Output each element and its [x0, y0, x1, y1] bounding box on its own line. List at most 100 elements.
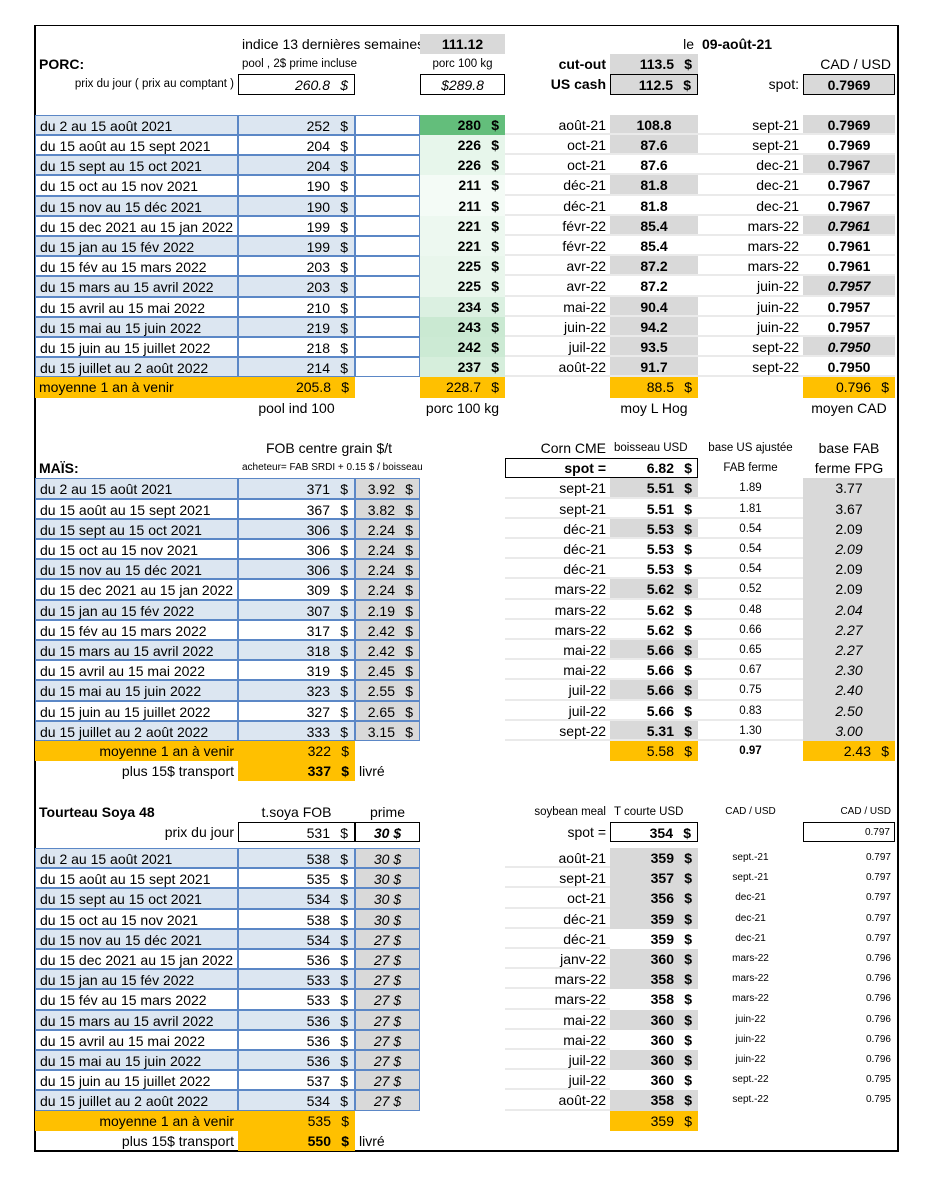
period-label: du 15 dec 2021 au 15 jan 2022: [35, 949, 238, 970]
cell-value: 226: [457, 157, 481, 174]
tcourte-label: T courte USD: [614, 805, 684, 818]
period-label: du 15 jan au 15 fév 2022: [35, 236, 238, 257]
currency-symbol: $: [491, 339, 499, 355]
currency-symbol: $: [340, 891, 348, 908]
lhog-month: févr-22: [505, 236, 610, 257]
cell-value: 6.82: [646, 460, 674, 477]
base-us-label: base US ajustée: [708, 442, 793, 454]
cell-value: 5.53: [646, 541, 674, 557]
lhog-value: 94.2: [610, 316, 698, 337]
soya-fob-value: 536 $: [238, 1029, 355, 1050]
cme-value: 5.66 $: [610, 640, 698, 661]
cell-value: 536: [306, 952, 330, 968]
cell-value: 354: [649, 824, 673, 841]
currency-symbol: $: [405, 582, 413, 599]
cell-value: 2.45: [367, 663, 395, 680]
cad-month: sept-21: [698, 135, 803, 156]
cad-value: 0.7961: [803, 236, 895, 257]
cell-value: 337: [307, 763, 331, 780]
prime-label: prime: [369, 803, 405, 820]
cad-month: juin-22: [698, 276, 803, 297]
corn-cme-label: Corn CME: [540, 440, 606, 456]
cell-value: 225: [457, 258, 481, 275]
prix-fob-value: 531 $: [238, 821, 355, 842]
cad-value: 0.797: [865, 892, 891, 904]
currency-symbol: $: [340, 1053, 348, 1069]
period-label: du 15 dec 2021 au 15 jan 2022: [35, 215, 238, 236]
currency-symbol: $: [684, 971, 692, 988]
cme-value: 5.31 $: [610, 720, 698, 741]
meal-month: janv-22: [505, 949, 610, 970]
currency-symbol: $: [684, 480, 692, 497]
period-label: du 15 mars au 15 avril 2022: [35, 276, 238, 297]
empty-cell: [355, 256, 420, 277]
lhog-value: 90.4: [610, 296, 698, 317]
soya-fob-value: 534 $: [238, 1090, 355, 1111]
cme-value: 5.53 $: [610, 539, 698, 560]
empty-cell: [355, 175, 420, 196]
cad-month: dec-21: [735, 892, 766, 904]
cell-value: 2.42: [367, 643, 395, 659]
cad-value: 0.7967: [803, 196, 895, 216]
currency-symbol: $: [684, 682, 692, 699]
porc100-value: 226 $: [420, 135, 505, 156]
empty-cell: [355, 296, 420, 317]
cell-value: 3.92: [367, 481, 395, 498]
empty-cell: [355, 195, 420, 216]
cell-value: 5.62: [646, 621, 674, 638]
period-label: du 15 sept au 15 oct 2021: [35, 888, 238, 909]
period-label: du 2 au 15 août 2021: [35, 848, 238, 869]
cell-value: 359: [650, 910, 674, 927]
porc100-value: 225 $: [420, 256, 505, 277]
currency-symbol: $: [491, 258, 499, 275]
meal-usd-value: 358 $: [610, 989, 698, 1009]
soya-fob-label: t.soya FOB: [261, 803, 332, 820]
cme-month: mai-22: [505, 660, 610, 681]
soybean-meal-label: soybean meal: [534, 805, 606, 818]
empty-cell: [355, 114, 420, 135]
lhog-month: août-21: [505, 115, 610, 135]
indice-label: indice 13 dernières semaines =: [242, 36, 437, 52]
moyenne-base-us: 0.97: [739, 745, 762, 757]
cad-month: mars-22: [698, 236, 803, 257]
currency-symbol: $: [340, 259, 348, 276]
cell-value: 5.62: [646, 601, 674, 618]
cell-value: 221: [457, 238, 481, 254]
cell-value: 210: [306, 299, 330, 316]
currency-symbol: $: [340, 1012, 348, 1029]
bushel-value: 2.24 $: [355, 579, 420, 600]
porc100-value: 243 $: [420, 316, 505, 337]
currency-symbol: $: [340, 851, 348, 867]
currency-symbol: $: [340, 1032, 348, 1049]
period-label: du 15 jan au 15 fév 2022: [35, 969, 238, 990]
meal-usd-value: 359 $: [610, 848, 698, 869]
cme-value: 5.62 $: [610, 579, 698, 600]
period-label: du 15 mai au 15 juin 2022: [35, 316, 238, 337]
currency-symbol: $: [340, 952, 348, 968]
prime-value: 27 $: [355, 1009, 420, 1030]
cell-value: 2.24: [367, 521, 395, 538]
lhog-value: 85.4: [610, 236, 698, 257]
prime-value: 27 $: [355, 928, 420, 949]
cad-month: mars-22: [732, 953, 769, 964]
cad-month: dec-21: [735, 912, 766, 924]
fob-value: 318 $: [238, 640, 355, 661]
cutout-value: 113.5 $: [610, 54, 698, 75]
lhog-value: 108.8: [610, 114, 698, 135]
currency-symbol: $: [491, 217, 499, 234]
period-label: du 15 nov au 15 déc 2021: [35, 928, 238, 949]
cell-value: 2.24: [367, 542, 395, 558]
cme-value: 5.62 $: [610, 620, 698, 640]
currency-symbol: $: [340, 279, 348, 296]
meal-usd-value: 360 $: [610, 1009, 698, 1030]
cell-value: 221: [457, 217, 481, 234]
cell-value: 5.53: [646, 520, 674, 537]
cell-value: 243: [457, 318, 481, 335]
cell-value: 360: [650, 1011, 674, 1028]
currency-symbol: $: [340, 972, 348, 989]
period-label: du 2 au 15 août 2021: [35, 114, 238, 135]
cad-usd-label: CAD / USD: [725, 805, 776, 817]
porc100-value: 221 $: [420, 215, 505, 236]
period-label: du 15 avril au 15 mai 2022: [35, 1029, 238, 1050]
currency-symbol: $: [684, 930, 692, 947]
